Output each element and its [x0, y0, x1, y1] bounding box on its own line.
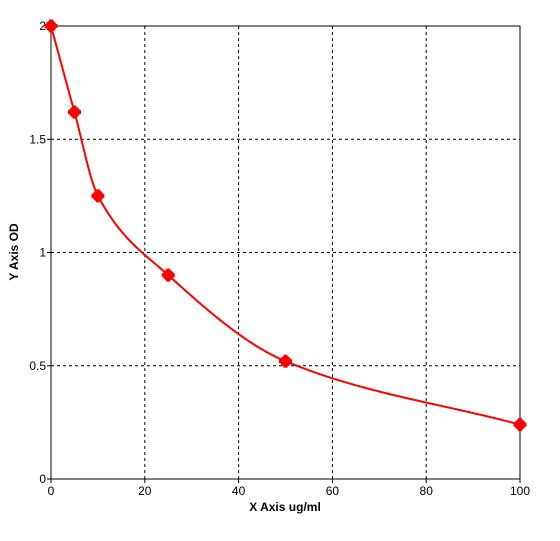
- y-tick-label: 2: [39, 19, 46, 33]
- data-point: [161, 268, 175, 282]
- y-tick-label: 1: [39, 246, 46, 260]
- data-point: [44, 19, 58, 33]
- data-point: [67, 105, 81, 119]
- data-point: [279, 354, 292, 368]
- point-layer: [44, 19, 527, 432]
- y-tick-label: 0: [39, 472, 46, 486]
- x-tick-label: 60: [326, 484, 340, 498]
- x-tick-label: 20: [138, 484, 152, 498]
- x-axis-title: X Axis ug/ml: [249, 500, 321, 514]
- y-tick-label: 0.5: [29, 359, 46, 373]
- data-point: [513, 418, 527, 432]
- x-tick-label: 0: [48, 484, 55, 498]
- y-axis-title: Y Axis OD: [7, 223, 21, 281]
- tick-layer: 0 20 40 60 80 100 0 0.5 1 1.5 2: [29, 19, 530, 498]
- x-tick-label: 100: [510, 484, 530, 498]
- data-point: [91, 189, 105, 203]
- x-tick-label: 40: [232, 484, 246, 498]
- x-tick-label: 80: [420, 484, 434, 498]
- y-tick-label: 1.5: [29, 132, 46, 146]
- grid-layer: [51, 26, 520, 479]
